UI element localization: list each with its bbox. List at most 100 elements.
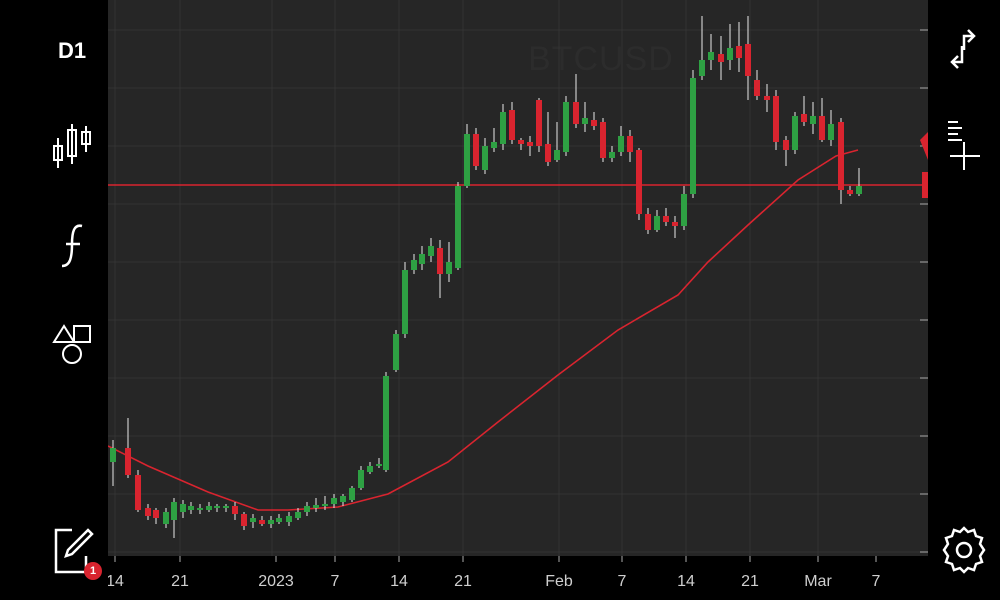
candle-up — [618, 136, 624, 152]
right-toolbar — [928, 0, 1000, 600]
candle-down — [545, 144, 551, 162]
candle-up — [464, 134, 470, 186]
candle-up — [197, 508, 203, 510]
candle-up — [708, 52, 714, 60]
candle-down — [509, 110, 515, 140]
candle-down — [764, 96, 770, 100]
candle-down — [672, 222, 678, 226]
candle-up — [214, 506, 220, 508]
candle-down — [591, 120, 597, 126]
candle-up — [171, 502, 177, 520]
candle-up — [491, 142, 497, 148]
candle-up — [206, 506, 212, 510]
candle-down — [847, 190, 853, 194]
candle-up — [180, 504, 186, 512]
candle-down — [600, 122, 606, 158]
candle-up — [276, 518, 282, 522]
candle-up — [286, 516, 292, 522]
x-axis-label: 14 — [390, 573, 408, 590]
x-axis-label: 21 — [171, 573, 189, 590]
candle-up — [322, 504, 328, 506]
price-marker — [920, 132, 928, 160]
candle-up — [455, 186, 461, 268]
candle-up — [340, 496, 346, 502]
x-axis-label: 14 — [108, 573, 124, 590]
x-axis-label: 21 — [454, 573, 472, 590]
candle-up — [856, 186, 862, 194]
candle-up — [383, 376, 389, 470]
candle-down — [754, 80, 760, 96]
candle-up — [810, 116, 816, 124]
candle-up — [188, 506, 194, 510]
x-axis-label: 2023 — [258, 573, 294, 590]
candle-up — [419, 254, 425, 264]
candle-up — [681, 194, 687, 226]
candle-down — [636, 150, 642, 214]
moving-average-line — [108, 149, 859, 511]
timeframe-button[interactable]: D1 — [58, 38, 87, 63]
notification-badge: 1 — [84, 562, 102, 580]
x-axis-label: 7 — [331, 573, 340, 590]
candle-up — [554, 150, 560, 160]
candle-up — [582, 118, 588, 124]
candle-up — [163, 512, 169, 524]
x-axis-label: 21 — [741, 573, 759, 590]
candle-down — [145, 508, 151, 516]
candle-up — [367, 466, 373, 472]
candle-down — [125, 448, 131, 475]
candle-down — [745, 44, 751, 76]
candle-up — [727, 48, 733, 60]
price-chart[interactable] — [108, 0, 928, 556]
candle-down — [473, 134, 479, 166]
candle-down — [783, 140, 789, 150]
x-axis-label: Feb — [545, 573, 573, 590]
candle-down — [536, 100, 542, 146]
candle-up — [828, 124, 834, 140]
candle-up — [482, 146, 488, 170]
candle-down — [736, 46, 742, 58]
candle-up — [402, 270, 408, 334]
candle-up — [699, 60, 705, 76]
candle-down — [573, 102, 579, 124]
candle-up — [304, 506, 310, 512]
candle-down — [241, 514, 247, 526]
candle-down — [437, 248, 443, 274]
candle-down — [718, 54, 724, 62]
candle-down — [819, 116, 825, 140]
candle-down — [527, 142, 533, 146]
candle-down — [259, 520, 265, 524]
x-axis-label: 14 — [677, 573, 695, 590]
candle-up — [446, 262, 452, 274]
candle-up — [609, 152, 615, 158]
candle-down — [773, 96, 779, 142]
candle-down — [663, 216, 669, 222]
candle-up — [500, 112, 506, 144]
chart-area[interactable]: BTCUSD — [108, 0, 928, 556]
current-price-marker — [922, 172, 928, 198]
candle-down — [518, 140, 524, 144]
candle-down — [838, 122, 844, 190]
candle-up — [563, 102, 569, 152]
candle-down — [801, 114, 807, 122]
candle-down — [232, 506, 238, 514]
candle-up — [792, 116, 798, 150]
candle-up — [428, 246, 434, 256]
candle-up — [223, 506, 229, 508]
candle-up — [349, 488, 355, 500]
candle-up — [268, 520, 274, 524]
candle-down — [135, 475, 141, 510]
candle-up — [331, 498, 337, 504]
x-axis-label: 7 — [872, 573, 881, 590]
candle-up — [654, 216, 660, 230]
candle-up — [110, 448, 116, 462]
x-axis-label: Mar — [804, 573, 832, 590]
left-toolbar: D1 — [0, 0, 108, 600]
candle-down — [627, 136, 633, 152]
x-axis-label: 7 — [618, 573, 627, 590]
x-axis: 14 21 2023 7 14 21 Feb 7 14 21 Mar 7 — [108, 556, 928, 600]
candle-up — [358, 470, 364, 488]
candle-up — [295, 512, 301, 518]
candle-up — [411, 260, 417, 270]
symbol-watermark: BTCUSD — [528, 40, 674, 78]
candle-up — [313, 505, 319, 508]
